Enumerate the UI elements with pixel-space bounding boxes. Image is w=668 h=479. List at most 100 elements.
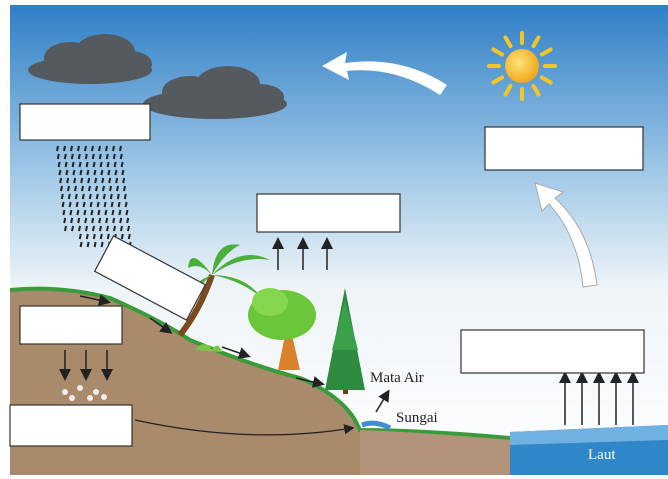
raindrop — [95, 178, 96, 183]
raindrop — [112, 210, 113, 215]
raindrop — [122, 234, 123, 239]
raindrop — [117, 186, 118, 191]
raindrop — [84, 202, 85, 207]
river-label: Sungai — [396, 410, 438, 426]
raindrop — [65, 154, 66, 159]
raindrop — [62, 194, 63, 199]
raindrop — [91, 202, 92, 207]
raindrop — [86, 154, 87, 159]
raindrop — [60, 178, 61, 183]
raindrop — [87, 170, 88, 175]
raindrop — [113, 146, 114, 151]
raindrop — [114, 154, 115, 159]
raindrop — [64, 146, 65, 151]
raindrop — [91, 210, 92, 215]
raindrop — [88, 242, 89, 247]
raindrop — [115, 170, 116, 175]
raindrop — [104, 194, 105, 199]
raindrop — [89, 186, 90, 191]
raindrop — [97, 194, 98, 199]
raindrop — [126, 210, 127, 215]
raindrop — [78, 146, 79, 151]
raindrop — [100, 226, 101, 231]
raindrop — [73, 162, 74, 167]
raindrop — [92, 146, 93, 151]
raindrop — [75, 186, 76, 191]
raindrop — [77, 202, 78, 207]
raindrop — [102, 242, 103, 247]
raindrop — [66, 162, 67, 167]
raindrop — [105, 210, 106, 215]
raindrop — [113, 218, 114, 223]
sea-label: Laut — [588, 447, 616, 463]
raindrop — [59, 162, 60, 167]
raindrop — [93, 154, 94, 159]
raindrop — [80, 234, 81, 239]
raindrop — [121, 154, 122, 159]
raindrop — [124, 186, 125, 191]
raindrop — [94, 162, 95, 167]
raindrop — [85, 146, 86, 151]
raindrop — [122, 162, 123, 167]
raindrop — [112, 202, 113, 207]
raindrop — [107, 226, 108, 231]
raindrop — [106, 146, 107, 151]
raindrop — [118, 194, 119, 199]
label-box — [485, 127, 643, 170]
raindrop — [109, 178, 110, 183]
raindrop — [86, 226, 87, 231]
raindrop — [90, 194, 91, 199]
raindrop — [95, 242, 96, 247]
raindrop — [77, 210, 78, 215]
raindrop — [122, 170, 123, 175]
raindrop — [121, 226, 122, 231]
raindrop — [88, 178, 89, 183]
raindrop — [73, 170, 74, 175]
raindrop — [115, 162, 116, 167]
raindrop — [66, 170, 67, 175]
raindrop — [101, 162, 102, 167]
raindrop — [72, 154, 73, 159]
raindrop — [127, 218, 128, 223]
raindrop — [87, 162, 88, 167]
raindrop — [67, 178, 68, 183]
raindrop — [79, 226, 80, 231]
raindrop — [93, 226, 94, 231]
raindrop — [64, 218, 65, 223]
raindrop — [125, 194, 126, 199]
raindrop — [58, 154, 59, 159]
water-cycle-diagram: Mata Air Sungai Laut — [0, 0, 668, 479]
raindrop — [63, 202, 64, 207]
raindrop — [105, 202, 106, 207]
raindrop — [69, 194, 70, 199]
raindrop — [87, 234, 88, 239]
raindrop — [99, 146, 100, 151]
raindrop — [81, 242, 82, 247]
raindrop — [92, 218, 93, 223]
raindrop — [110, 186, 111, 191]
raindrop — [119, 202, 120, 207]
raindrop — [71, 218, 72, 223]
raindrop — [80, 162, 81, 167]
raindrop — [96, 186, 97, 191]
raindrop — [111, 194, 112, 199]
label-box — [20, 306, 122, 344]
raindrop — [100, 154, 101, 159]
raindrop — [98, 210, 99, 215]
raindrop — [120, 146, 121, 151]
raindrop — [72, 226, 73, 231]
raindrop — [129, 234, 130, 239]
raindrop — [98, 202, 99, 207]
raindrop — [59, 170, 60, 175]
raindrop — [123, 178, 124, 183]
raindrop — [81, 178, 82, 183]
raindrop — [106, 218, 107, 223]
raindrop — [101, 170, 102, 175]
label-box — [20, 104, 150, 140]
raindrop — [83, 194, 84, 199]
raindrop — [61, 186, 62, 191]
raindrop — [101, 234, 102, 239]
raindrop — [126, 202, 127, 207]
raindrop — [108, 234, 109, 239]
raindrop — [108, 162, 109, 167]
